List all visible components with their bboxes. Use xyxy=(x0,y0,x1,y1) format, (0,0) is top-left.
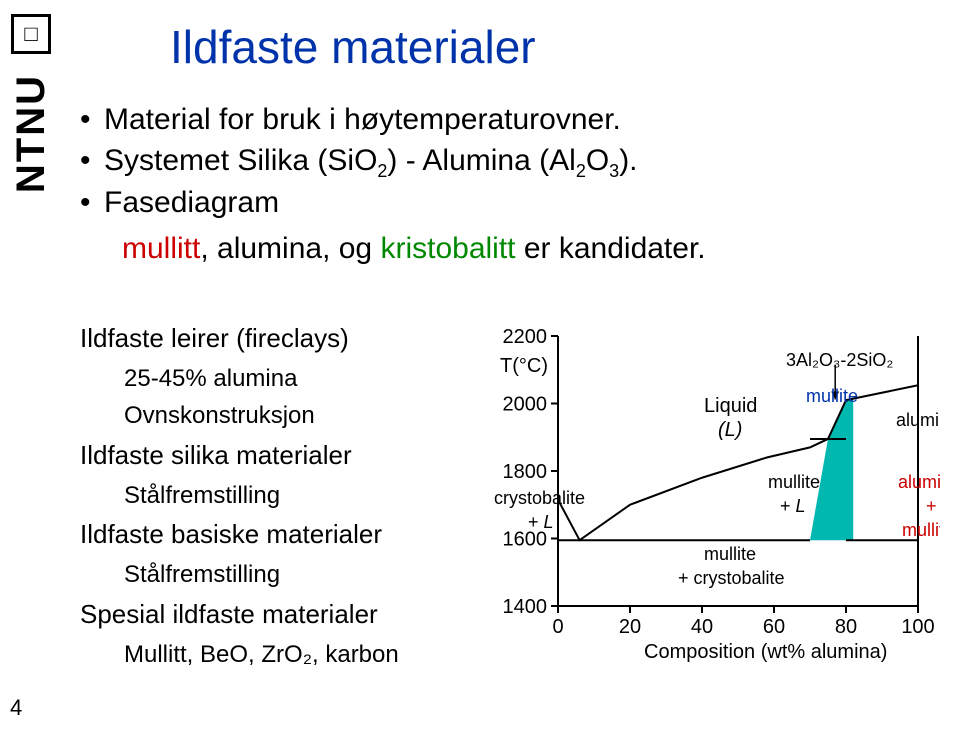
logo-text: NTNU xyxy=(9,74,54,193)
svg-text:40: 40 xyxy=(691,616,713,638)
svg-text:Liquid: Liquid xyxy=(704,395,757,417)
slide-title: Ildfaste materialer xyxy=(170,20,536,74)
bullet-item: •Systemet Silika (SiO2) - Alumina (Al2O3… xyxy=(80,141,706,183)
svg-text:(L): (L) xyxy=(718,419,742,441)
svg-text:mullite: mullite xyxy=(806,386,858,406)
bullet-dot: • xyxy=(80,100,104,141)
ntnu-logo: □ NTNU xyxy=(6,14,56,354)
candidates-line: mullitt, alumina, og kristobalitt er kan… xyxy=(122,229,706,270)
svg-text:crystobalite: crystobalite xyxy=(494,488,585,508)
list-item: Spesial ildfaste materialer xyxy=(80,594,399,634)
svg-text:60: 60 xyxy=(763,616,785,638)
list-subitem: Mullitt, BeO, ZrO₂, karbon xyxy=(124,636,399,673)
materials-list: Ildfaste leirer (fireclays)25-45% alumin… xyxy=(80,318,399,673)
list-subitem: Ovnskonstruksjon xyxy=(124,397,399,434)
svg-text:mullite: mullite xyxy=(704,544,756,564)
bullet-dot: • xyxy=(80,183,104,224)
svg-text:2000: 2000 xyxy=(503,394,548,416)
svg-text:3Al₂O₃-2SiO₂: 3Al₂O₃-2SiO₂ xyxy=(786,350,893,370)
svg-text:0: 0 xyxy=(552,616,563,638)
svg-text:T(°C): T(°C) xyxy=(500,355,548,377)
bullet-text: Systemet Silika (SiO2) - Alumina (Al2O3)… xyxy=(104,141,638,183)
svg-text:80: 80 xyxy=(835,616,857,638)
list-item: Ildfaste basiske materialer xyxy=(80,514,399,554)
logo-glyph: □ xyxy=(11,14,51,54)
svg-text:mullite: mullite xyxy=(902,520,940,540)
slide-page: □ NTNU Ildfaste materialer •Material for… xyxy=(0,0,959,731)
svg-text:+ L: + L xyxy=(528,512,554,532)
list-subitem: Stålfremstilling xyxy=(124,477,399,514)
svg-text:1400: 1400 xyxy=(503,596,548,618)
bullet-dot: • xyxy=(80,141,104,182)
svg-text:20: 20 xyxy=(619,616,641,638)
bullet-item: •Fasediagram xyxy=(80,183,706,224)
svg-text:100: 100 xyxy=(901,616,934,638)
list-subitem: 25-45% alumina xyxy=(124,360,399,397)
svg-text:mullite: mullite xyxy=(768,472,820,492)
bullet-list: •Material for bruk i høytemperaturovner.… xyxy=(80,100,706,270)
bullet-text: Material for bruk i høytemperaturovner. xyxy=(104,100,621,141)
list-subitem: Stålfremstilling xyxy=(124,556,399,593)
svg-text:1800: 1800 xyxy=(503,461,548,483)
svg-text:alumina: alumina xyxy=(898,472,940,492)
svg-text:alumina + L: alumina + L xyxy=(896,410,940,430)
list-item: Ildfaste leirer (fireclays) xyxy=(80,318,399,358)
svg-text:+ crystobalite: + crystobalite xyxy=(678,568,785,588)
svg-text:+: + xyxy=(926,496,937,516)
bullet-item: •Material for bruk i høytemperaturovner. xyxy=(80,100,706,141)
page-number: 4 xyxy=(10,695,22,721)
svg-text:+ L: + L xyxy=(780,496,806,516)
phase-diagram-chart: 14001600180020002200020406080100T(°C)Com… xyxy=(480,318,940,678)
list-item: Ildfaste silika materialer xyxy=(80,435,399,475)
svg-text:Composition (wt% alumina): Composition (wt% alumina) xyxy=(644,641,887,663)
svg-text:2200: 2200 xyxy=(503,326,548,348)
bullet-text: Fasediagram xyxy=(104,183,279,224)
